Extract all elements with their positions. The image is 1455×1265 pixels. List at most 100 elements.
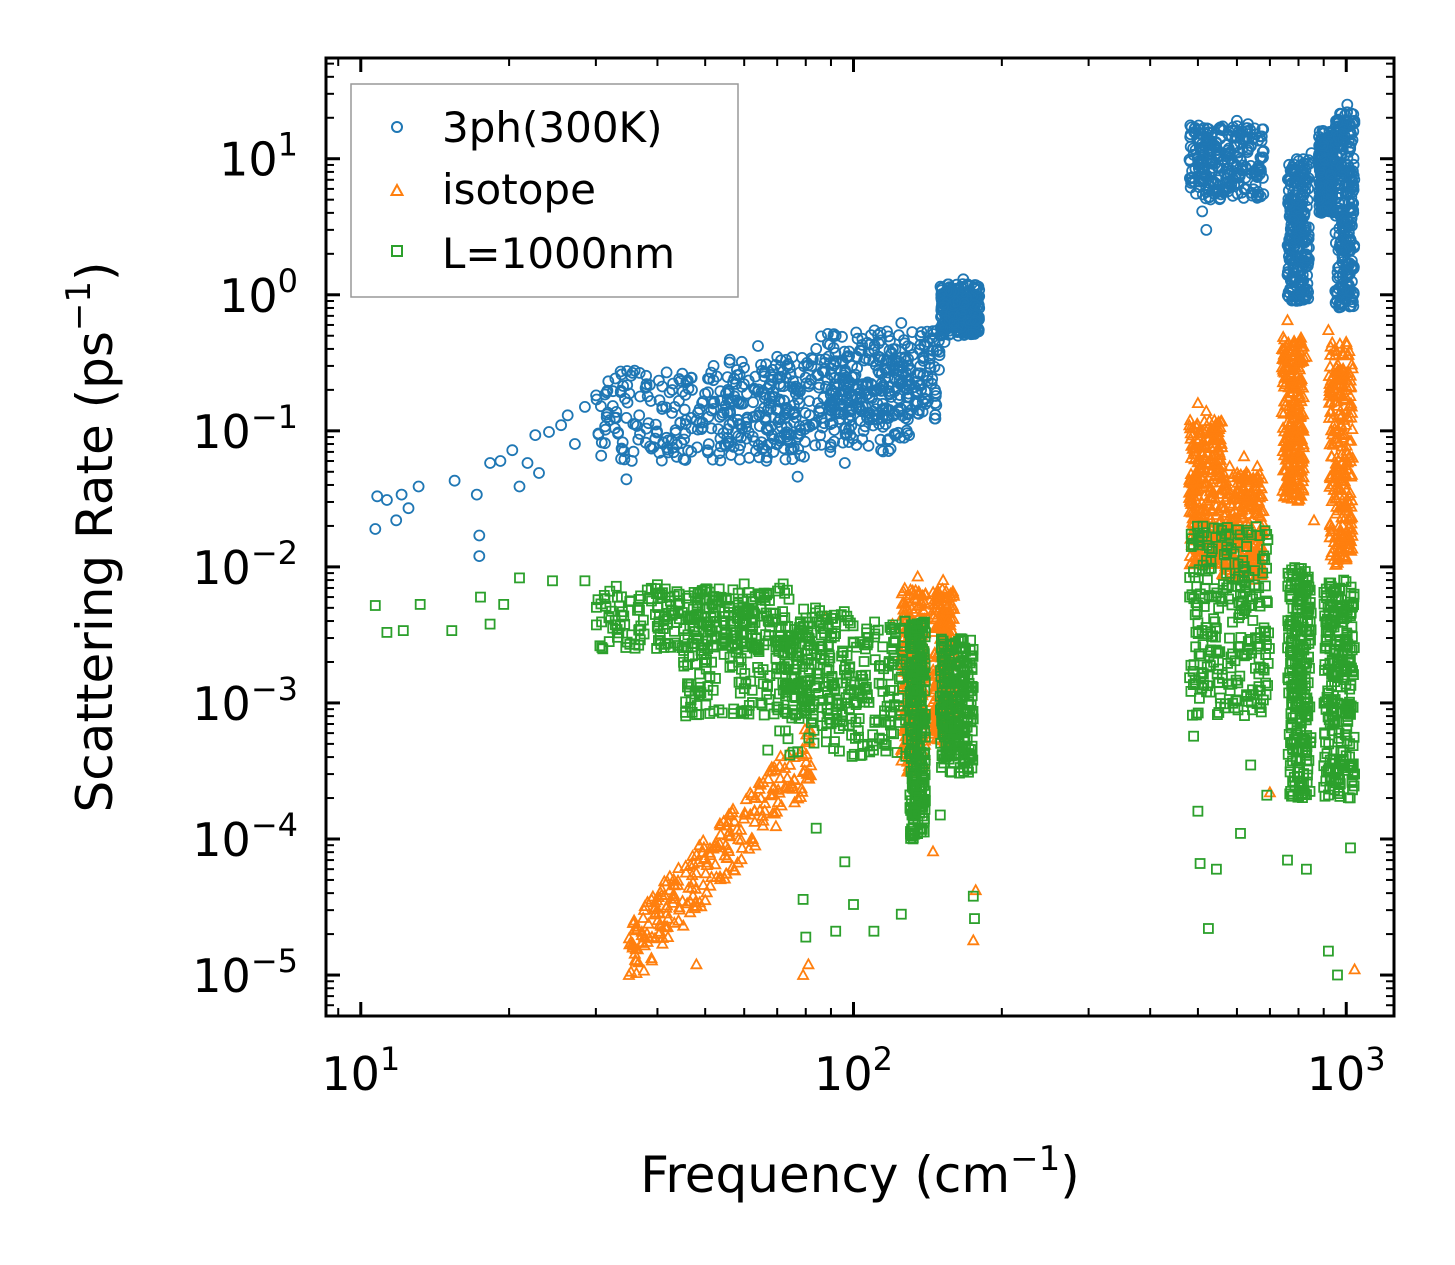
circle-point: [369, 523, 382, 535]
circle-point: [1211, 144, 1224, 157]
circle-point: [895, 317, 908, 329]
circle-point: [655, 454, 668, 467]
circle-point: [850, 438, 863, 451]
circle-point: [838, 457, 851, 469]
triangle-point: [769, 819, 783, 832]
circle-point: [874, 433, 887, 446]
circle-point: [607, 385, 619, 398]
circle-point: [720, 387, 732, 400]
circle-point: [838, 422, 851, 435]
circle-point: [1292, 290, 1304, 302]
triangle-point: [734, 852, 748, 865]
circle-point: [843, 350, 855, 363]
triangle-point: [911, 569, 925, 582]
circle-point: [876, 397, 889, 410]
circle-point: [786, 442, 798, 455]
circle-point: [859, 420, 871, 433]
circle-point: [663, 386, 676, 399]
circle-point: [741, 413, 753, 426]
circle-point: [599, 437, 611, 450]
circle-point: [1296, 263, 1308, 276]
circle-point: [1188, 126, 1201, 139]
circle-point: [720, 439, 732, 452]
circle-point: [691, 423, 704, 436]
square-point: [758, 709, 770, 721]
circle-point: [774, 380, 787, 393]
circle-point: [1287, 262, 1300, 275]
circle-point: [761, 422, 774, 435]
circle-point: [871, 409, 884, 421]
circle-point: [968, 306, 981, 319]
circle-point: [1282, 197, 1294, 210]
circle-point: [649, 432, 662, 445]
circle-point: [789, 380, 802, 393]
circle-point: [600, 408, 613, 421]
circle-point: [1255, 152, 1268, 165]
circle-point: [1295, 250, 1307, 263]
circle-point: [874, 351, 887, 364]
circle-point: [758, 402, 770, 415]
circle-point: [649, 418, 662, 431]
circle-point: [1185, 177, 1197, 189]
circle-point: [808, 417, 820, 430]
circle-point: [856, 332, 869, 345]
circle-point: [656, 380, 669, 393]
circle-point: [743, 451, 756, 464]
circle-point: [1294, 270, 1307, 283]
circle-point: [1287, 210, 1300, 222]
circle-point: [656, 400, 669, 413]
triangle-point: [671, 861, 686, 873]
circle-point: [473, 550, 486, 562]
circle-point: [903, 429, 915, 442]
circle-point: [915, 326, 928, 339]
circle-point: [1254, 151, 1267, 164]
circle-point: [934, 280, 947, 293]
circle-point: [771, 438, 783, 451]
circle-point: [1206, 126, 1219, 139]
circle-point: [390, 514, 403, 527]
circle-point: [846, 371, 858, 384]
circle-point: [674, 417, 687, 429]
circle-point: [1290, 153, 1303, 166]
circle-point: [859, 401, 872, 414]
circle-point: [824, 368, 837, 381]
circle-point: [693, 403, 706, 416]
circle-point: [969, 314, 982, 327]
triangle-point: [969, 883, 983, 896]
circle-point: [470, 488, 483, 501]
circle-point: [666, 384, 679, 396]
circle-point: [806, 418, 819, 431]
circle-point: [798, 450, 810, 463]
circle-point: [634, 427, 646, 440]
circle-point: [1242, 118, 1254, 130]
circle-point: [913, 343, 926, 356]
circle-point: [791, 470, 804, 483]
triangle-point: [966, 933, 980, 946]
triangle-point: [1191, 396, 1205, 408]
circle-point: [513, 480, 526, 493]
circle-point: [1299, 174, 1312, 187]
circle-point: [921, 370, 934, 383]
circle-point: [902, 340, 914, 353]
circle-point: [402, 502, 415, 515]
circle-point: [714, 385, 727, 398]
circle-point: [644, 440, 656, 453]
circle-point: [702, 438, 715, 451]
circle-point: [707, 397, 719, 410]
circle-point: [902, 379, 915, 392]
circle-point: [1186, 164, 1198, 177]
circle-point: [828, 357, 840, 370]
circle-point: [715, 440, 727, 453]
circle-point: [928, 412, 941, 425]
circle-point: [614, 386, 627, 399]
circle-point: [918, 392, 931, 405]
circle-point: [707, 402, 720, 415]
circle-point: [595, 449, 608, 462]
circle-point: [937, 301, 950, 314]
circle-point: [836, 330, 848, 343]
circle-point: [686, 383, 698, 396]
circle-point: [838, 384, 851, 397]
circle-point: [854, 344, 867, 357]
circle-point: [851, 332, 864, 345]
